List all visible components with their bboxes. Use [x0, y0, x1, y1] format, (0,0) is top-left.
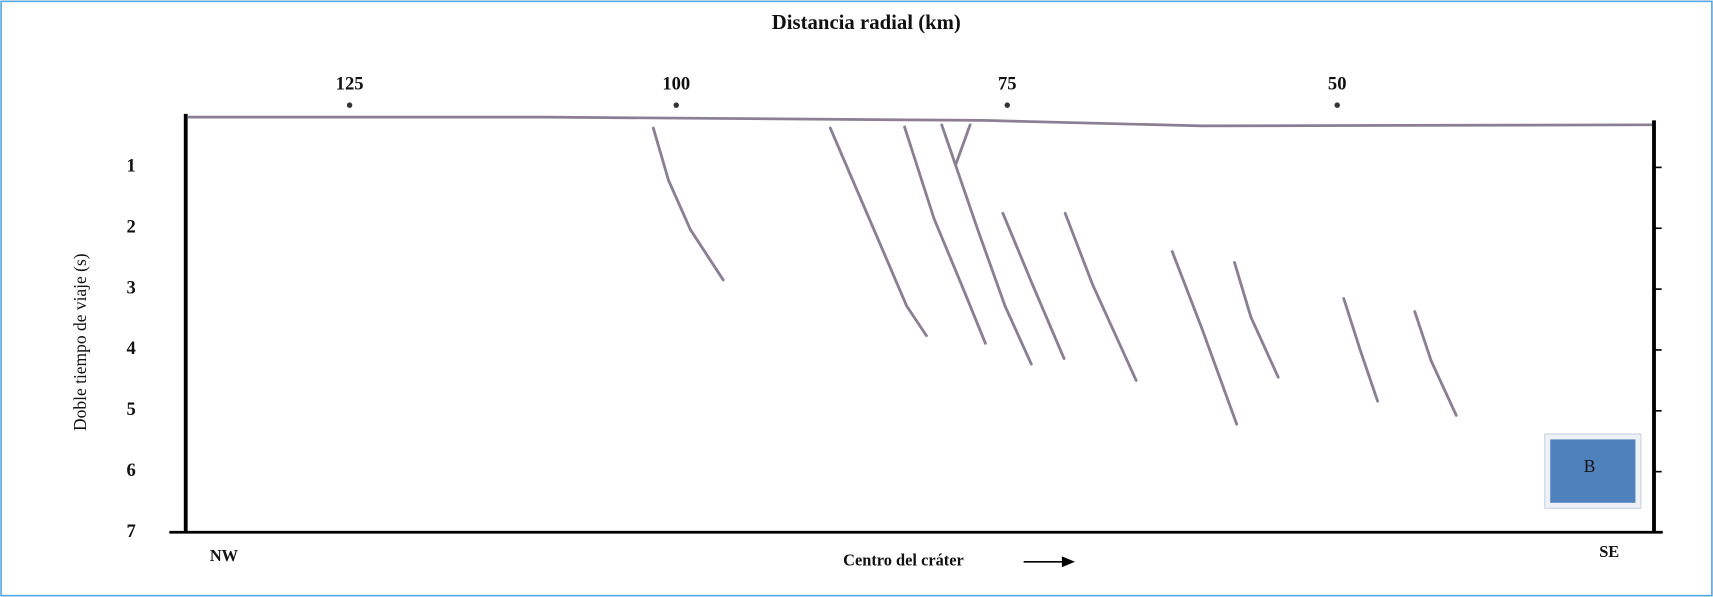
- y-tick-label: 7: [126, 521, 135, 542]
- y-tick-label: 4: [126, 338, 135, 359]
- y-tick-label: 3: [126, 277, 135, 298]
- nw-label: NW: [210, 546, 239, 565]
- surface-line: [187, 115, 1656, 128]
- fault: [1413, 310, 1458, 417]
- x-tick-dot: [1004, 102, 1010, 108]
- y-axis-title: Doble tiempo de viaje (s): [70, 253, 90, 431]
- fault: [940, 123, 1033, 366]
- fault: [1342, 297, 1380, 403]
- x-tick-label: 75: [998, 74, 1017, 95]
- fault: [903, 125, 987, 345]
- fault: [1233, 261, 1280, 379]
- badge: [1550, 439, 1636, 503]
- x-tick-dot: [1334, 102, 1340, 108]
- x-ticks: 125 100 75 50: [336, 74, 1347, 108]
- y-ticks: 1 2 3 4 5 6 7: [126, 156, 1662, 542]
- fault: [954, 123, 972, 166]
- fault: [1170, 250, 1239, 426]
- x-tick-label: 50: [1328, 74, 1347, 95]
- fault: [651, 126, 725, 282]
- se-label: SE: [1599, 542, 1619, 561]
- y-tick-label: 1: [126, 156, 135, 177]
- y-tick-label: 2: [126, 217, 135, 238]
- fault: [1063, 211, 1138, 382]
- y-tick-label: 5: [126, 399, 135, 420]
- crater-label: Centro del cráter: [843, 551, 964, 570]
- y-tick-label: 6: [126, 460, 135, 481]
- x-tick-label: 125: [336, 74, 364, 95]
- faults: [651, 123, 1458, 426]
- title: Distancia radial (km): [772, 12, 961, 34]
- arrow: [1023, 556, 1075, 568]
- fault: [828, 126, 928, 338]
- x-tick-label: 100: [662, 74, 690, 95]
- x-tick-dot: [346, 102, 353, 108]
- badge-label: B: [1584, 456, 1596, 476]
- x-tick-dot: [673, 102, 679, 108]
- fault: [1001, 211, 1066, 361]
